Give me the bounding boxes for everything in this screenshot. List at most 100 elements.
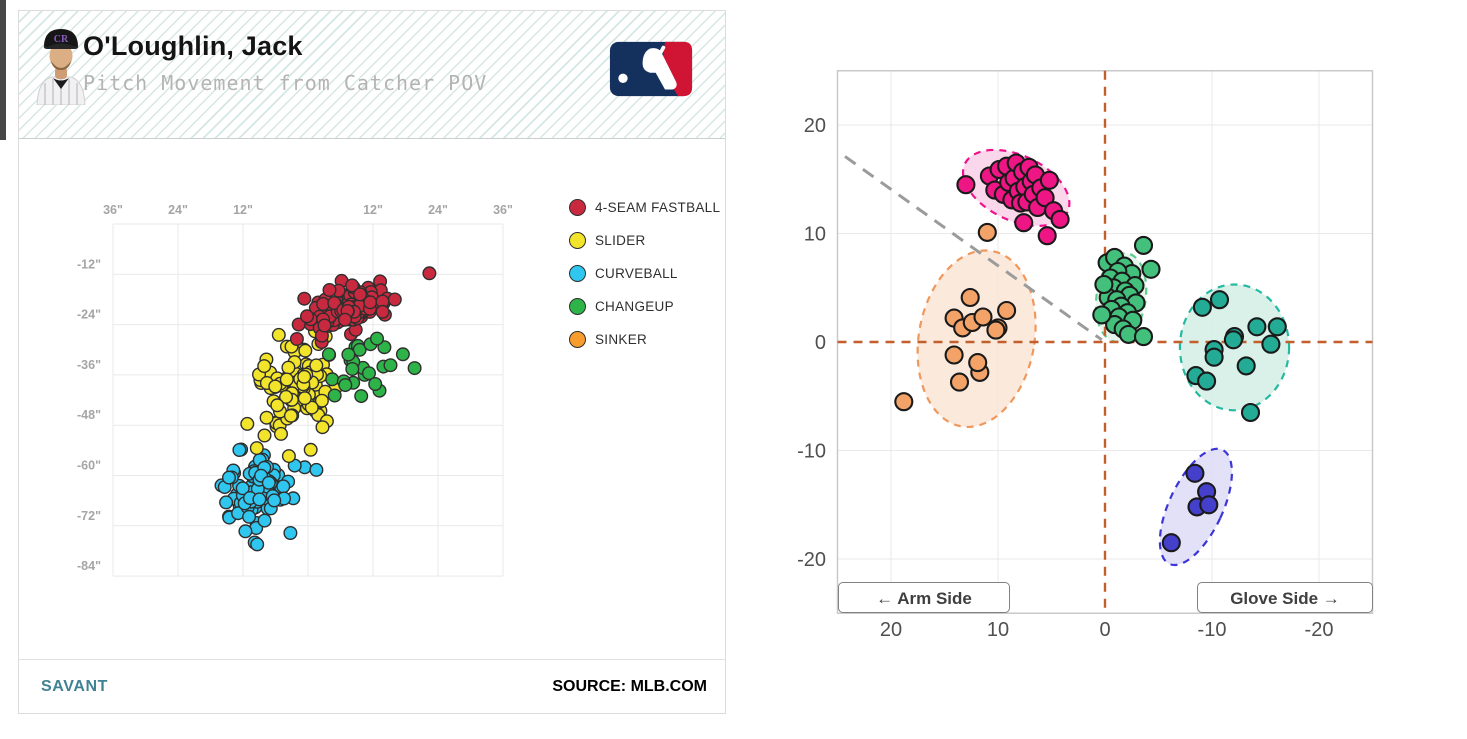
y-tick-label: -72": [77, 509, 101, 523]
scatter-point-4-seam-fastball: [1035, 188, 1055, 208]
y-tick-label: 10: [804, 224, 826, 246]
scatter-point-slider: [257, 428, 272, 443]
scatter-point-slider: [249, 441, 264, 456]
legend-swatch: [569, 298, 586, 315]
cluster-ellipse-sinker: [916, 249, 1037, 429]
scatter-point-slider: [1261, 334, 1281, 354]
scatter-point-slider: [1197, 371, 1217, 391]
points-layer: [214, 266, 437, 552]
scatter-point-4-seam-fastball: [1037, 226, 1057, 246]
svg-text:CR: CR: [54, 34, 69, 45]
legend-swatch: [569, 265, 586, 282]
scatter-point-slider: [1192, 297, 1212, 317]
scatter-point-slider: [281, 449, 296, 464]
card-header: CR O'Loughlin, Jack Pitch Movement from …: [19, 11, 725, 139]
scatter-point-4-seam-fastball: [322, 282, 337, 297]
scatter-point-changeup: [1133, 235, 1154, 255]
scatter-point-slider: [304, 400, 319, 415]
y-tick-label: -10: [797, 441, 826, 463]
scatter-point-slider: [314, 393, 329, 408]
scatter-point-sinker: [949, 372, 970, 392]
scatter-point-slider: [281, 360, 296, 375]
scatter-point-4-seam-fastball: [300, 309, 315, 324]
scatter-point-4-seam-fastball: [297, 291, 312, 306]
scatter-point-sinker: [968, 353, 988, 373]
mlb-logo-icon: [609, 41, 693, 97]
scatter-point-4-seam-fastball: [327, 295, 342, 310]
scatter-point-changeup: [1141, 259, 1161, 279]
scatter-point-curveball: [242, 509, 257, 524]
legend-item-sinker: SINKER: [569, 323, 720, 356]
savant-card: CR O'Loughlin, Jack Pitch Movement from …: [18, 10, 726, 714]
scatter-point-slider: [240, 416, 255, 431]
scatter-point-slider: [271, 327, 286, 342]
legend-label: CHANGEUP: [595, 299, 674, 314]
arm-angle-line: [844, 155, 1103, 342]
pitch-breaks-panel: Pitch Breaks - Arm Angle: 35° 20100-10-2…: [740, 0, 1467, 739]
scatter-point-slider: [1236, 356, 1256, 376]
scatter-point-slider: [283, 408, 298, 423]
scatter-point-curveball: [261, 475, 276, 490]
scatter-point-changeup: [325, 372, 340, 387]
legend-swatch: [569, 232, 586, 249]
scatter-point-changeup: [362, 366, 377, 381]
scatter-point-slider: [279, 372, 294, 387]
scatter-point-changeup: [341, 347, 356, 362]
scatter-point-4-seam-fastball: [1050, 209, 1070, 229]
scatter-point-sinker: [944, 345, 964, 365]
scatter-point-4-seam-fastball: [387, 292, 402, 307]
scatter-point-slider: [1267, 317, 1287, 337]
scatter-point-changeup: [368, 376, 383, 391]
movement-chart-area: 36" 24" 12" 12" 24" 36" -12" -24" -36" -48" -60" -7…: [19, 139, 725, 661]
scatter-point-changeup: [345, 361, 360, 376]
scatter-point-slider: [270, 398, 285, 413]
x-tick-label: 12": [233, 203, 253, 217]
legend-label: CURVEBALL: [595, 266, 678, 281]
scatter-point-curveball: [252, 492, 267, 507]
x-tick-label: 36": [103, 203, 123, 217]
scatter-point-curveball: [250, 537, 265, 552]
scatter-point-changeup: [327, 388, 342, 403]
x-tick-label: 10: [987, 619, 1009, 641]
scatter-point-slider: [1247, 317, 1267, 337]
legend-label: 4-SEAM FASTBALL: [595, 200, 721, 215]
scatter-point-slider: [298, 343, 313, 358]
legend-label: SLIDER: [595, 233, 646, 248]
scatter-point-slider: [1209, 290, 1230, 310]
window-edge-strip: [0, 0, 6, 140]
scatter-point-4-seam-fastball: [289, 331, 304, 346]
scatter-point-slider: [297, 391, 312, 406]
scatter-point-curveball: [276, 479, 291, 494]
y-tick-label: -36": [77, 358, 101, 372]
y-tick-label: -24": [77, 308, 101, 322]
x-tick-label: 24": [168, 203, 188, 217]
x-tick-label: -20: [1305, 619, 1334, 641]
scatter-point-changeup: [407, 361, 422, 376]
scatter-point-4-seam-fastball: [317, 318, 332, 333]
player-photo: CR: [31, 25, 91, 106]
scatter-point-curveball: [219, 495, 234, 510]
scatter-point-curveball: [309, 462, 324, 477]
scatter-point-curveball: [267, 493, 282, 508]
movement-plot: 36" 24" 12" 12" 24" 36" -12" -24" -36" -48" -60" -7…: [77, 203, 513, 577]
player-name: O'Loughlin, Jack: [83, 31, 303, 61]
scatter-point-sinker: [997, 300, 1017, 321]
player-avatar-graphic: CR: [36, 29, 86, 106]
scatter-point-curveball: [1199, 495, 1219, 515]
scatter-point-changeup: [1133, 327, 1154, 347]
scatter-point-slider: [259, 410, 274, 425]
arm-side-annotation: ← Arm Side: [838, 582, 1010, 613]
legend-item-slider: SLIDER: [569, 224, 720, 257]
scatter-point-sinker: [973, 307, 993, 327]
scatter-point-slider: [315, 420, 330, 435]
glove-side-annotation: Glove Side →: [1197, 582, 1373, 613]
scatter-point-slider: [1204, 347, 1224, 367]
scatter-point-slider: [309, 358, 324, 373]
y-tick-label: -84": [77, 559, 101, 573]
scatter-point-curveball: [283, 526, 298, 541]
scatter-point-changeup: [1094, 274, 1114, 295]
card-subtitle: Pitch Movement from Catcher POV: [83, 71, 488, 95]
x-tick-label: -10: [1198, 619, 1227, 641]
x-tick-label: 20: [880, 619, 902, 641]
